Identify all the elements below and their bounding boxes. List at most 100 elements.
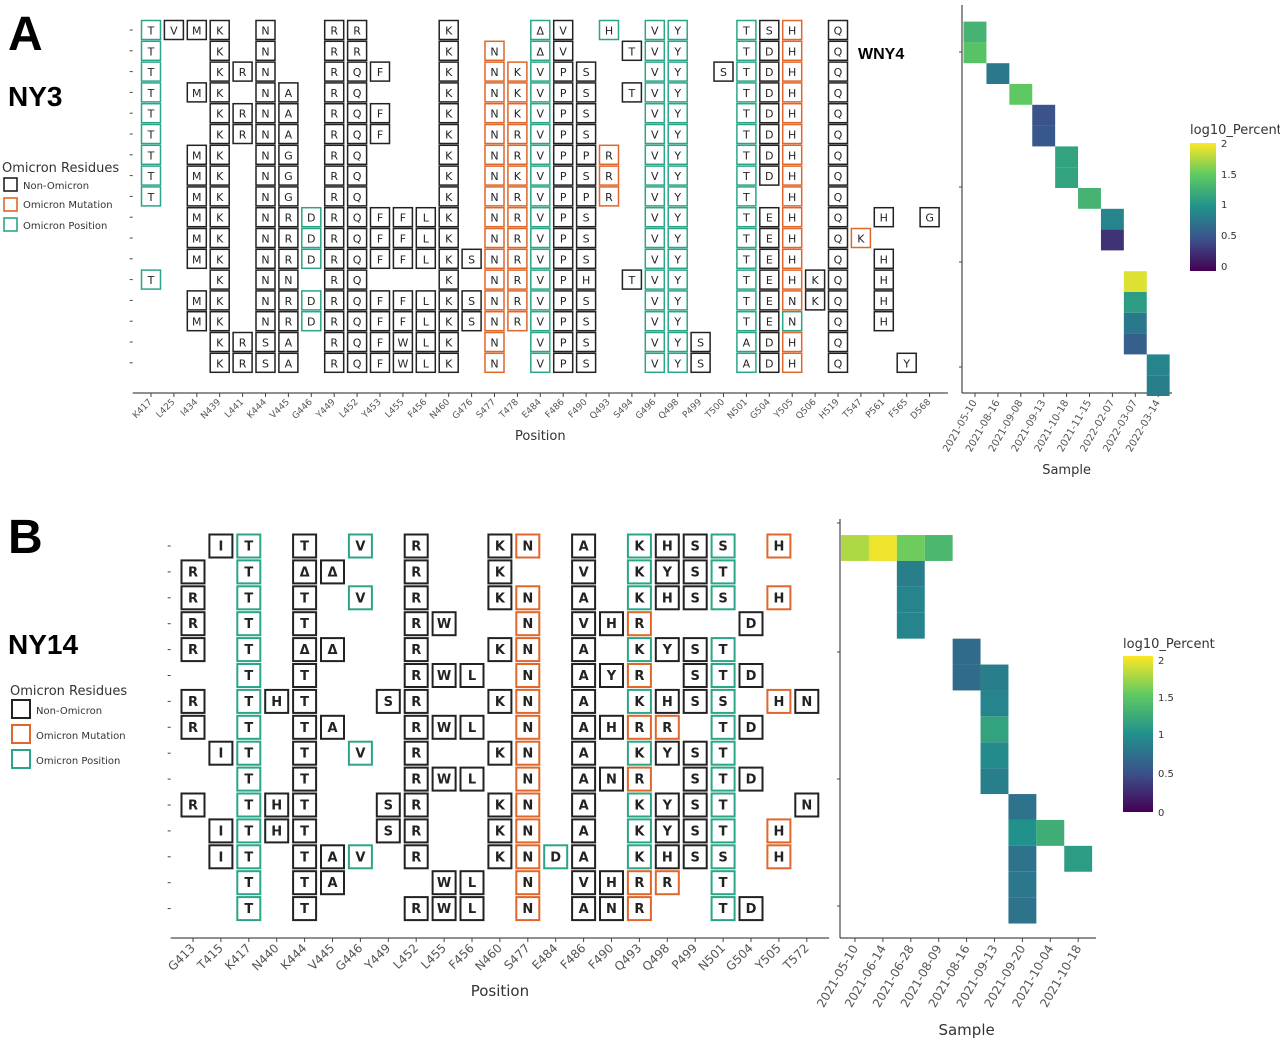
residue-label: Y bbox=[673, 87, 681, 100]
residue-box bbox=[626, 559, 652, 585]
residue-box bbox=[186, 290, 208, 311]
residue-label: Q bbox=[353, 357, 362, 370]
residue-label: R bbox=[239, 66, 247, 79]
residue-label: D bbox=[746, 773, 757, 788]
residue-box bbox=[654, 870, 680, 896]
residue-label: Q bbox=[353, 170, 362, 183]
residue-label: Y bbox=[673, 253, 681, 266]
residue-label: K bbox=[216, 87, 224, 100]
residue-box bbox=[515, 533, 541, 559]
residue-box bbox=[667, 269, 688, 290]
residue-box bbox=[209, 61, 230, 82]
residue-box bbox=[301, 310, 322, 332]
residue-box bbox=[255, 248, 276, 270]
residue-box bbox=[599, 611, 624, 637]
panel-b-sample-label: NY14 bbox=[8, 629, 78, 660]
legend-title: Omicron Residues bbox=[10, 684, 127, 699]
residue-box bbox=[255, 227, 276, 249]
residue-box bbox=[710, 533, 736, 559]
heatmap-cell bbox=[1008, 794, 1037, 820]
residue-label: R bbox=[514, 295, 522, 308]
residue-box bbox=[415, 227, 437, 249]
residue-box bbox=[710, 896, 736, 922]
residue-label: W bbox=[437, 876, 451, 891]
residue-box bbox=[736, 82, 757, 103]
residue-label: Y bbox=[673, 191, 681, 204]
residue-box bbox=[736, 352, 757, 374]
residue-label: R bbox=[514, 212, 522, 225]
residue-label: R bbox=[411, 643, 421, 658]
heatmap-cell bbox=[1008, 819, 1037, 846]
residue-box bbox=[682, 740, 708, 766]
residue-box bbox=[438, 310, 459, 332]
residue-label: H bbox=[271, 695, 282, 710]
residue-box bbox=[487, 844, 513, 870]
residue-box bbox=[278, 144, 299, 166]
residue-box bbox=[873, 248, 895, 270]
residue-box bbox=[827, 186, 849, 207]
x-axis-title: Sample bbox=[938, 1021, 994, 1039]
residue-label: K bbox=[634, 540, 645, 555]
colorbar-tick: 1 bbox=[1158, 730, 1164, 741]
residue-label: H bbox=[788, 170, 796, 183]
residue-label: N bbox=[522, 799, 533, 814]
residue-box bbox=[759, 40, 780, 62]
colorbar-tick: 0 bbox=[1158, 808, 1164, 819]
residue-box bbox=[323, 310, 345, 332]
residue-box bbox=[682, 585, 708, 611]
residue-box bbox=[759, 269, 780, 290]
residue-label: T bbox=[244, 824, 253, 839]
residue-label: M bbox=[192, 191, 202, 204]
residue-box bbox=[530, 227, 551, 249]
residue-box bbox=[571, 818, 597, 844]
residue-box bbox=[346, 165, 368, 186]
x-tick-label: G504 bbox=[723, 941, 756, 974]
residue-box bbox=[759, 290, 780, 311]
residue-box bbox=[140, 61, 162, 82]
residue-label: P bbox=[560, 108, 567, 121]
residue-box bbox=[766, 585, 792, 611]
residue-label: F bbox=[377, 316, 383, 329]
residue-box bbox=[654, 559, 680, 585]
residue-label: V bbox=[579, 617, 589, 632]
x-tick-label: T415 bbox=[194, 941, 226, 973]
residue-label: K bbox=[445, 170, 453, 183]
residue-box bbox=[484, 206, 505, 228]
residue-label: K bbox=[445, 233, 453, 246]
residue-label: S bbox=[583, 108, 590, 121]
heatmap-cell bbox=[896, 612, 925, 639]
heatmap-cell bbox=[1123, 292, 1147, 313]
residue-box bbox=[552, 290, 574, 311]
residue-label: A bbox=[579, 799, 589, 814]
residue-box bbox=[515, 611, 541, 637]
residue-label: M bbox=[192, 170, 202, 183]
residue-label: Y bbox=[662, 824, 673, 839]
heatmap-cell bbox=[1055, 167, 1079, 188]
x-tick-label: N501 bbox=[726, 397, 750, 421]
residue-box bbox=[552, 165, 574, 186]
residue-box bbox=[392, 290, 414, 311]
residue-label: D bbox=[746, 669, 757, 684]
residue-box bbox=[644, 19, 666, 41]
residue-box bbox=[484, 165, 505, 186]
residue-label: S bbox=[720, 66, 727, 79]
residue-label: Y bbox=[673, 233, 681, 246]
residue-box bbox=[552, 269, 574, 290]
residue-label: S bbox=[583, 170, 590, 183]
residue-box bbox=[461, 248, 482, 270]
residue-label: A bbox=[743, 357, 751, 370]
residue-box bbox=[278, 290, 299, 311]
residue-label: N bbox=[490, 87, 498, 100]
residue-box bbox=[438, 82, 459, 103]
residue-label: R bbox=[514, 129, 522, 142]
x-tick-label: G446 bbox=[333, 941, 366, 974]
residue-box bbox=[347, 533, 373, 559]
residue-box bbox=[515, 766, 541, 792]
residue-box bbox=[682, 663, 708, 688]
residue-label: K bbox=[216, 233, 224, 246]
residue-box bbox=[552, 123, 574, 145]
residue-box bbox=[484, 82, 505, 103]
residue-box bbox=[461, 310, 482, 332]
heatmap-cell bbox=[1100, 229, 1124, 251]
residue-label: I bbox=[218, 747, 223, 762]
